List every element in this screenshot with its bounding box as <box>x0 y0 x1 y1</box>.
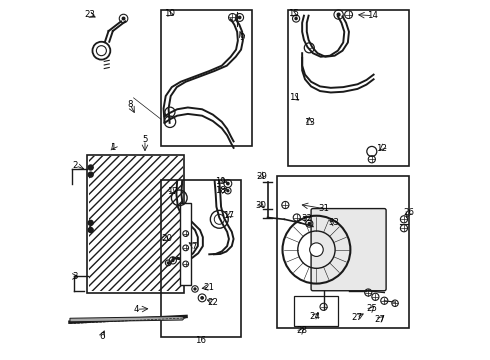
FancyArrow shape <box>70 316 184 322</box>
Circle shape <box>201 297 203 299</box>
Text: 22: 22 <box>207 298 219 307</box>
Bar <box>161 10 252 146</box>
Text: 16: 16 <box>195 336 206 345</box>
Text: 15: 15 <box>288 9 299 18</box>
Circle shape <box>310 243 323 256</box>
Circle shape <box>194 288 196 290</box>
Circle shape <box>308 222 310 225</box>
Text: 9: 9 <box>240 33 245 42</box>
Text: 8: 8 <box>127 100 133 109</box>
Circle shape <box>295 18 297 19</box>
Text: 17: 17 <box>223 211 234 220</box>
Text: 3: 3 <box>73 272 78 281</box>
Text: 14: 14 <box>368 11 378 20</box>
Bar <box>161 180 242 337</box>
Circle shape <box>88 220 93 225</box>
Text: 24: 24 <box>309 312 320 321</box>
Text: 21: 21 <box>204 283 215 292</box>
Text: 32: 32 <box>301 214 312 223</box>
Circle shape <box>337 13 340 16</box>
Text: 27: 27 <box>351 313 362 322</box>
Circle shape <box>88 172 93 177</box>
Circle shape <box>88 228 93 233</box>
Bar <box>180 203 192 285</box>
Text: 30: 30 <box>256 201 267 210</box>
Bar <box>277 176 409 328</box>
Text: 20: 20 <box>161 234 172 243</box>
Circle shape <box>168 262 169 264</box>
Bar <box>87 155 184 293</box>
Text: 31: 31 <box>318 204 329 213</box>
Circle shape <box>88 165 93 170</box>
Text: 13: 13 <box>304 118 315 127</box>
Text: 19: 19 <box>215 176 225 185</box>
Text: 33: 33 <box>328 219 339 228</box>
Text: 12: 12 <box>376 144 387 153</box>
Text: 29: 29 <box>257 172 268 181</box>
Circle shape <box>122 17 125 20</box>
Text: 26: 26 <box>403 208 414 217</box>
Text: 2: 2 <box>73 161 78 170</box>
Bar <box>89 157 183 291</box>
Text: 6: 6 <box>99 332 105 341</box>
Text: 23: 23 <box>84 10 95 19</box>
Text: 27: 27 <box>374 315 386 324</box>
Bar <box>288 10 409 166</box>
Circle shape <box>172 259 174 261</box>
Text: 10: 10 <box>165 9 175 18</box>
Circle shape <box>239 16 241 19</box>
Circle shape <box>227 190 229 192</box>
Text: 25: 25 <box>367 304 377 313</box>
Text: 4: 4 <box>133 305 139 314</box>
Text: 5: 5 <box>142 135 147 144</box>
Bar <box>294 296 338 327</box>
FancyBboxPatch shape <box>311 208 386 291</box>
Text: 11: 11 <box>290 93 300 102</box>
Text: 17: 17 <box>168 187 178 196</box>
Circle shape <box>227 183 229 185</box>
Text: 28: 28 <box>296 326 307 335</box>
Text: 7: 7 <box>192 242 197 251</box>
Text: 18: 18 <box>215 185 225 194</box>
Text: 1: 1 <box>110 143 116 152</box>
